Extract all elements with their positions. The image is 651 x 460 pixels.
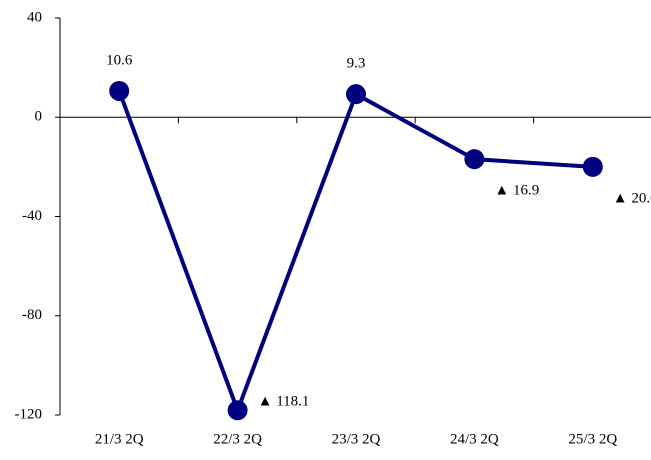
data-label: ▲ 16.9	[494, 183, 539, 199]
x-tick-label: 24/3 2Q	[450, 431, 499, 447]
y-tick-label: 0	[35, 109, 43, 125]
marker	[464, 149, 485, 170]
data-label: 10.6	[106, 52, 133, 68]
marker	[582, 156, 603, 177]
y-tick-label: -40	[22, 208, 42, 224]
marker	[109, 80, 130, 101]
data-label: 9.3	[347, 56, 366, 72]
x-tick-label: 23/3 2Q	[332, 431, 381, 447]
marker	[227, 400, 248, 421]
data-label: ▲ 20.0	[613, 190, 651, 206]
y-tick-label: 40	[27, 9, 42, 25]
marker	[346, 84, 366, 105]
x-tick-label: 25/3 2Q	[568, 431, 617, 447]
line	[117, 90, 593, 413]
y-tick-label: -80	[22, 307, 42, 323]
x-tick-label: 22/3 2Q	[213, 431, 262, 447]
y-tick-label: -120	[15, 406, 43, 422]
data-label: ▲ 118.1	[258, 394, 310, 410]
x-tick-label: 21/3 2Q	[95, 431, 144, 447]
